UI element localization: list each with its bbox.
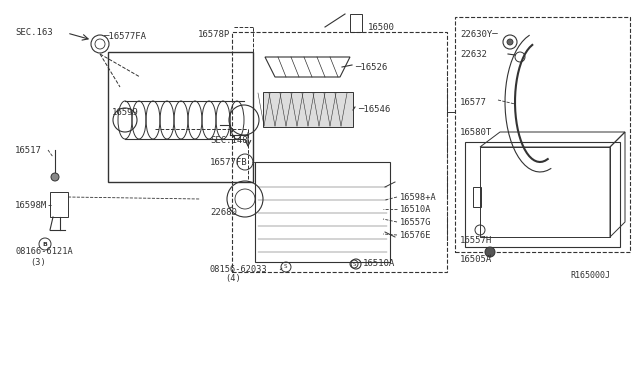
Bar	[232, 32, 447, 272]
Bar	[455, 17, 630, 252]
Text: (4): (4)	[225, 275, 241, 283]
Text: ─16526: ─16526	[355, 62, 387, 71]
Text: B: B	[43, 241, 47, 247]
Text: 16578P: 16578P	[198, 29, 230, 38]
Text: 16598+A: 16598+A	[400, 192, 436, 202]
Bar	[50, 192, 68, 217]
Text: 16557G: 16557G	[400, 218, 431, 227]
Bar	[473, 187, 481, 207]
Text: 16510A: 16510A	[400, 205, 431, 214]
Text: 16510A: 16510A	[363, 260, 396, 269]
Text: (3): (3)	[30, 257, 45, 266]
Text: SEC.163: SEC.163	[15, 28, 52, 36]
Text: 16577: 16577	[460, 97, 487, 106]
Text: 16599: 16599	[112, 108, 139, 116]
Bar	[263, 92, 353, 127]
Text: ─16577FA: ─16577FA	[103, 32, 146, 41]
Bar	[465, 142, 620, 247]
Text: 16576E: 16576E	[400, 231, 431, 240]
Circle shape	[507, 39, 513, 45]
Text: 22632: 22632	[460, 49, 487, 58]
Text: S: S	[352, 262, 356, 266]
Text: 16577FB: 16577FB	[210, 157, 248, 167]
Text: 16557H: 16557H	[460, 235, 492, 244]
Text: 08166-6121A: 08166-6121A	[15, 247, 73, 257]
Text: 16517: 16517	[15, 145, 42, 154]
Text: ─16546: ─16546	[358, 105, 390, 113]
Circle shape	[51, 173, 59, 181]
Circle shape	[485, 247, 495, 257]
Text: S: S	[284, 264, 287, 269]
Bar	[108, 52, 253, 182]
Text: 22680: 22680	[210, 208, 237, 217]
Text: 08156-62033: 08156-62033	[210, 266, 268, 275]
Text: 22630Y─: 22630Y─	[460, 29, 498, 38]
Text: R165000J: R165000J	[570, 270, 610, 279]
Text: 16505A: 16505A	[460, 256, 492, 264]
Text: SEC.148: SEC.148	[210, 135, 248, 144]
Bar	[350, 14, 362, 32]
Text: 16580T: 16580T	[460, 128, 492, 137]
Text: 16598M: 16598M	[15, 201, 47, 209]
Text: 16500: 16500	[368, 22, 395, 32]
